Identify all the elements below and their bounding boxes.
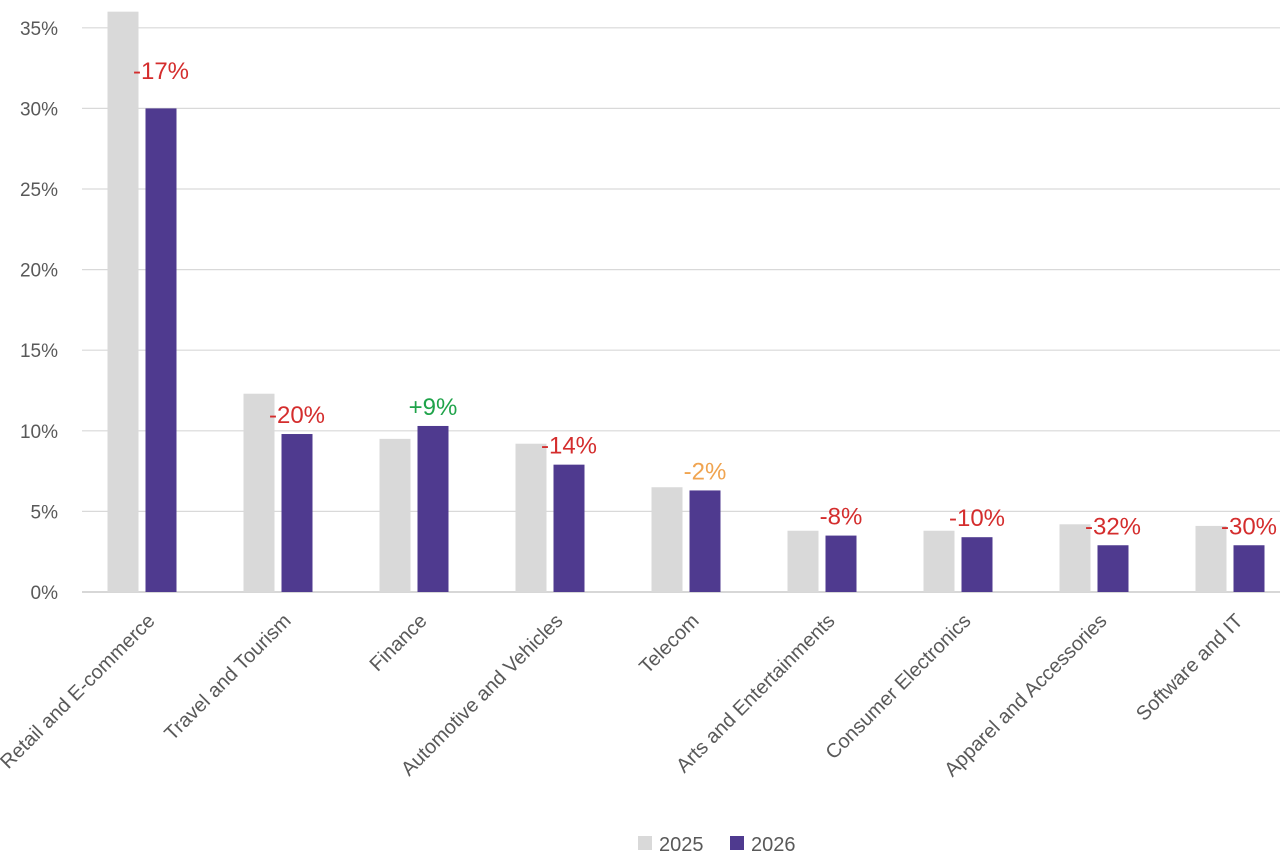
bar-2026 [961, 537, 993, 592]
y-tick-label: 30% [20, 99, 58, 120]
change-label: -20% [269, 402, 325, 429]
bar-2026 [145, 108, 177, 593]
change-label: -10% [949, 505, 1005, 532]
x-axis: Retail and E-commerce Travel and Tourism F… [0, 610, 1248, 781]
bar-2025 [1059, 524, 1091, 592]
legend-swatch-2025 [638, 836, 652, 850]
y-tick-label: 20% [20, 261, 58, 282]
y-tick-label: 35% [20, 19, 58, 40]
legend: 2025 2026 [638, 834, 796, 852]
legend-label: 2026 [751, 834, 796, 852]
change-label: -2% [684, 458, 727, 485]
bar-2025 [379, 438, 411, 592]
bars [107, 11, 1265, 593]
change-labels: -17% -20% +9% -14% -2% -8% -10% -32% -30% [133, 58, 1277, 540]
bar-2026 [417, 425, 449, 592]
y-tick-label: 5% [31, 502, 59, 523]
x-tick-label: Telecom [635, 610, 703, 678]
bar-2026 [1233, 545, 1265, 592]
bar-2025 [107, 11, 139, 593]
change-label: -30% [1221, 513, 1277, 540]
bar-2026 [825, 535, 857, 592]
bar-2025 [515, 443, 547, 592]
bar-2025 [787, 530, 819, 592]
legend-label: 2025 [659, 834, 704, 852]
bar-2025 [651, 487, 683, 592]
bar-2026 [689, 490, 721, 592]
change-label: -8% [820, 504, 863, 531]
y-tick-label: 10% [20, 422, 58, 443]
bar-2025 [243, 393, 275, 592]
change-label: +9% [409, 394, 458, 421]
x-tick-label: Apparel and Accessories [940, 610, 1111, 781]
y-tick-label: 25% [20, 180, 58, 201]
bar-2026 [553, 464, 585, 592]
change-label: -32% [1085, 513, 1141, 540]
bar-2025 [923, 530, 955, 592]
y-axis: 0% 5% 10% 15% 20% 25% 30% 35% [20, 19, 58, 604]
bar-2026 [1097, 545, 1129, 592]
bar-2025 [1195, 525, 1227, 592]
change-label: -17% [133, 58, 189, 85]
x-tick-label: Travel and Tourism [161, 610, 296, 745]
x-tick-label: Arts and Entertainments [672, 610, 839, 777]
y-tick-label: 15% [20, 341, 58, 362]
x-tick-label: Finance [366, 610, 432, 676]
change-label: -14% [541, 433, 597, 460]
x-tick-label: Retail and E-commerce [0, 610, 160, 773]
y-tick-label: 0% [31, 583, 59, 604]
legend-swatch-2026 [730, 836, 744, 850]
x-tick-label: Consumer Electronics [822, 610, 976, 764]
x-tick-label: Software and IT [1132, 610, 1247, 725]
bar-2026 [281, 434, 313, 592]
x-tick-label: Automotive and Vehicles [397, 610, 567, 780]
